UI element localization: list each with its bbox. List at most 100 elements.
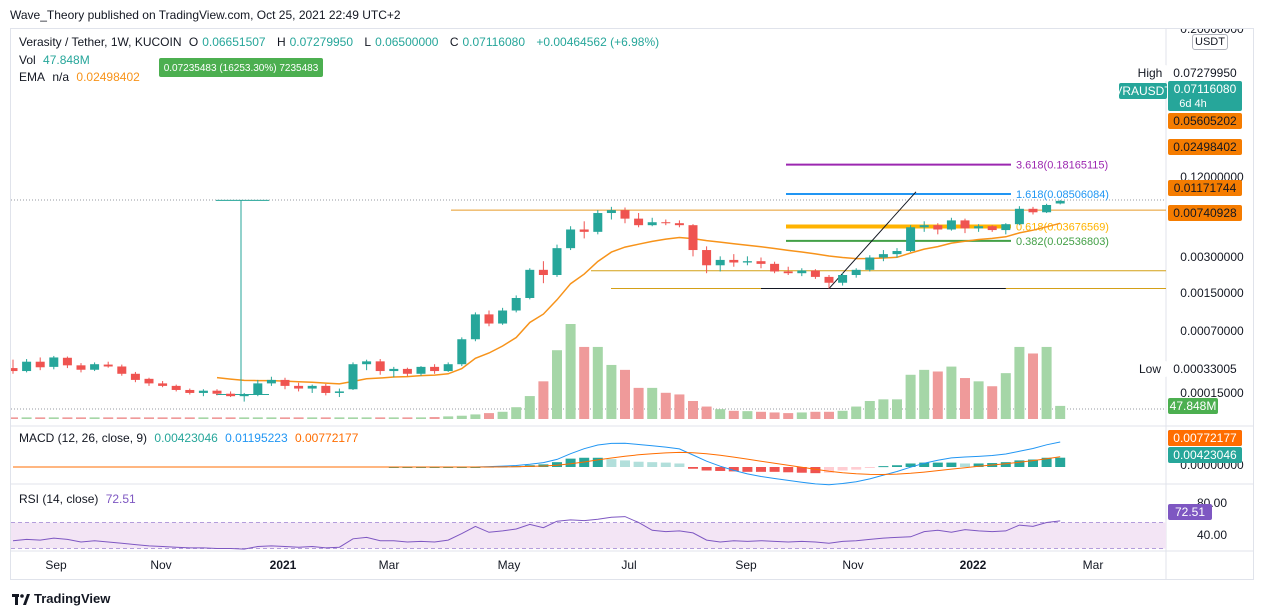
candle-body: [35, 361, 45, 368]
volume-bar: [946, 366, 957, 419]
low-label-tag: Low: [1139, 362, 1161, 376]
vol-legend: Vol 47.848M: [19, 53, 94, 67]
fib-label-3: 0.382(0.02536803): [1016, 236, 1109, 248]
candle-body: [22, 361, 32, 372]
macd-hist-bar: [892, 465, 902, 467]
footer-brand: TradingView: [12, 591, 110, 606]
hist-tag: 0.00423046: [1173, 448, 1237, 462]
macd-legend: MACD (12, 26, close, 9) 0.00423046 0.011…: [19, 431, 362, 445]
legend-high: H 0.07279950: [277, 35, 357, 49]
top-bar: Wave_Theory published on TradingView.com…: [0, 0, 1264, 28]
volume-bar: [892, 399, 902, 419]
candle-body: [960, 220, 970, 229]
candle-body: [634, 218, 644, 226]
vol-label: Vol: [19, 53, 36, 67]
volume-bar: [35, 417, 46, 419]
candle-body: [1014, 208, 1024, 225]
time-axis-label: 2022: [960, 558, 987, 572]
legend-close-value: 0.07116080: [462, 35, 525, 49]
candle-body: [362, 361, 372, 365]
macd-hist-bar: [1055, 457, 1066, 467]
macd-hist-bar: [796, 467, 807, 473]
macd-hist-bar: [824, 467, 834, 473]
level2-tag: 0.01171744: [1174, 181, 1237, 195]
macd-hist-bar: [946, 462, 957, 467]
candle-body: [334, 391, 344, 393]
measure-tooltip-bg: [159, 58, 323, 77]
volume-bar: [184, 417, 195, 419]
legend-open: O 0.06651507: [189, 35, 270, 49]
volume-bar: [62, 417, 73, 419]
candle-body: [661, 222, 671, 224]
candle-body: [171, 385, 181, 390]
high-value-tag: 0.07279950: [1173, 66, 1237, 80]
macd-hist-bar: [756, 467, 766, 472]
candle-body: [824, 276, 834, 283]
rsi-value: 72.51: [105, 492, 136, 506]
chart-background: [11, 29, 1253, 579]
macd-hist-bar: [864, 467, 875, 468]
level1-tag: 0.05605202: [1173, 114, 1237, 128]
candle-body: [647, 222, 657, 226]
currency-selector[interactable]: USDT: [1192, 34, 1228, 50]
price-axis-label: 0.00015000: [1180, 386, 1244, 400]
volume-bar: [320, 417, 331, 419]
signal-tag: 0.00772177: [1173, 431, 1237, 445]
footer-brand-text: TradingView: [34, 591, 111, 606]
legend-low-label: L: [364, 35, 372, 49]
rsi-line: [12, 516, 1061, 550]
candle-body: [620, 210, 630, 219]
ema-tag: 0.02498402: [1173, 140, 1237, 154]
volume-bar: [48, 417, 59, 419]
volume-bar: [756, 411, 766, 419]
volume-bar: [484, 413, 494, 419]
candle-body: [457, 339, 467, 365]
volume-bar: [674, 394, 685, 419]
level1-tag-bg: [1168, 113, 1242, 129]
macd-hist-bar: [932, 462, 943, 467]
candlestick-chart[interactable]: 3.618(0.18165115) 1.618(0.08506084) 0.618(…: [11, 29, 1253, 579]
publisher-caption: Wave_Theory published on TradingView.com…: [10, 8, 401, 22]
trend-line: [828, 191, 917, 289]
high-label-tag: High: [1138, 66, 1163, 80]
candle-body: [810, 270, 820, 277]
macd-hist-bar: [905, 463, 916, 467]
macd-hist-bar: [960, 463, 970, 467]
volume-bar: [538, 381, 549, 419]
volume-bar: [239, 417, 250, 419]
volume-bar: [647, 387, 658, 419]
volume-bar: [973, 381, 984, 419]
candle-body: [770, 263, 780, 272]
candle-body: [838, 275, 848, 283]
macd-hist-bar: [620, 460, 630, 467]
candle-body: [416, 366, 426, 374]
macd-hist-bar: [1000, 462, 1011, 467]
volume-bar: [171, 417, 182, 419]
volume-bar: [388, 417, 399, 419]
time-axis-label: Mar: [1083, 558, 1104, 572]
candle-body: [906, 227, 916, 252]
time-axis-label: Sep: [735, 558, 757, 572]
candle-body: [919, 225, 929, 228]
volume-bar: [837, 410, 848, 419]
candle-body: [103, 364, 113, 367]
volume-bar: [497, 411, 508, 419]
legend-low: L 0.06500000: [364, 35, 442, 49]
volume-bar: [1028, 353, 1038, 419]
chart-frame[interactable]: 3.618(0.18165115) 1.618(0.08506084) 0.618(…: [10, 28, 1254, 580]
candle-body: [402, 368, 412, 374]
candle-body: [511, 297, 521, 311]
candle-body: [130, 373, 140, 380]
legend-low-value: 0.06500000: [375, 35, 439, 49]
candle-body: [674, 223, 684, 226]
candle-body: [11, 368, 18, 372]
candle-body: [702, 250, 712, 266]
candle-body: [375, 361, 385, 372]
candle-body: [253, 383, 263, 395]
legend-symbol: Verasity / Tether, 1W, KUCOIN: [19, 35, 182, 49]
volume-bar: [443, 416, 454, 419]
candle-body: [851, 269, 861, 276]
macd-hist-bar: [851, 467, 862, 470]
candle-body: [498, 310, 508, 324]
legend-close-label: C: [449, 35, 459, 49]
